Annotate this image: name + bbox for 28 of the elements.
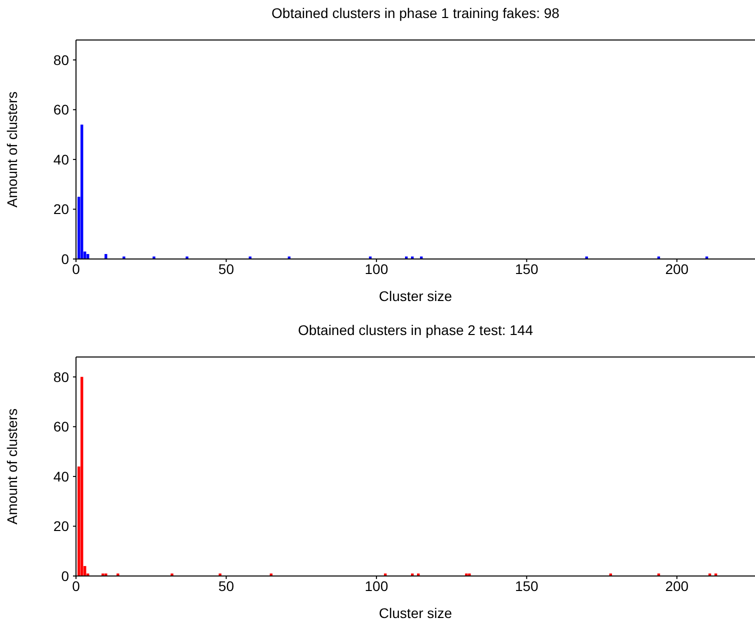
- chart-title: Obtained clusters in phase 2 test: 144: [296, 321, 534, 340]
- y-axis-title: Amount of clusters: [4, 92, 20, 208]
- x-tick-label: 100: [364, 260, 388, 277]
- y-tick-label: 20: [53, 518, 70, 534]
- x-tick-label: 0: [72, 260, 80, 277]
- y-tick-label: 80: [53, 52, 70, 68]
- y-axis-title: Amount of clusters: [4, 408, 20, 524]
- x-tick-label: 150: [514, 260, 539, 277]
- y-tick-label: 20: [53, 201, 70, 218]
- x-tick-label: 50: [218, 260, 234, 277]
- y-tick-label: 60: [53, 102, 70, 118]
- bar: [80, 124, 84, 259]
- x-tick-label: 0: [72, 578, 80, 594]
- bar: [80, 376, 84, 576]
- x-tick-label: 200: [665, 260, 689, 277]
- y-tick-label: 80: [53, 368, 70, 385]
- x-tick-label: 100: [364, 578, 388, 594]
- x-axis-title: Cluster size: [378, 605, 452, 621]
- y-tick-label: 40: [53, 468, 70, 484]
- x-axis-title: Cluster size: [378, 288, 452, 304]
- y-tick-label: 60: [53, 418, 70, 435]
- x-tick-label: 200: [665, 578, 689, 594]
- y-tick-label: 0: [61, 568, 70, 584]
- y-tick-label: 40: [53, 151, 70, 168]
- chart-title: Obtained clusters in phase 1 training fakes: 98: [270, 4, 560, 23]
- x-tick-label: 50: [218, 578, 234, 594]
- y-tick-label: 0: [61, 250, 70, 267]
- x-tick-label: 150: [514, 578, 539, 594]
